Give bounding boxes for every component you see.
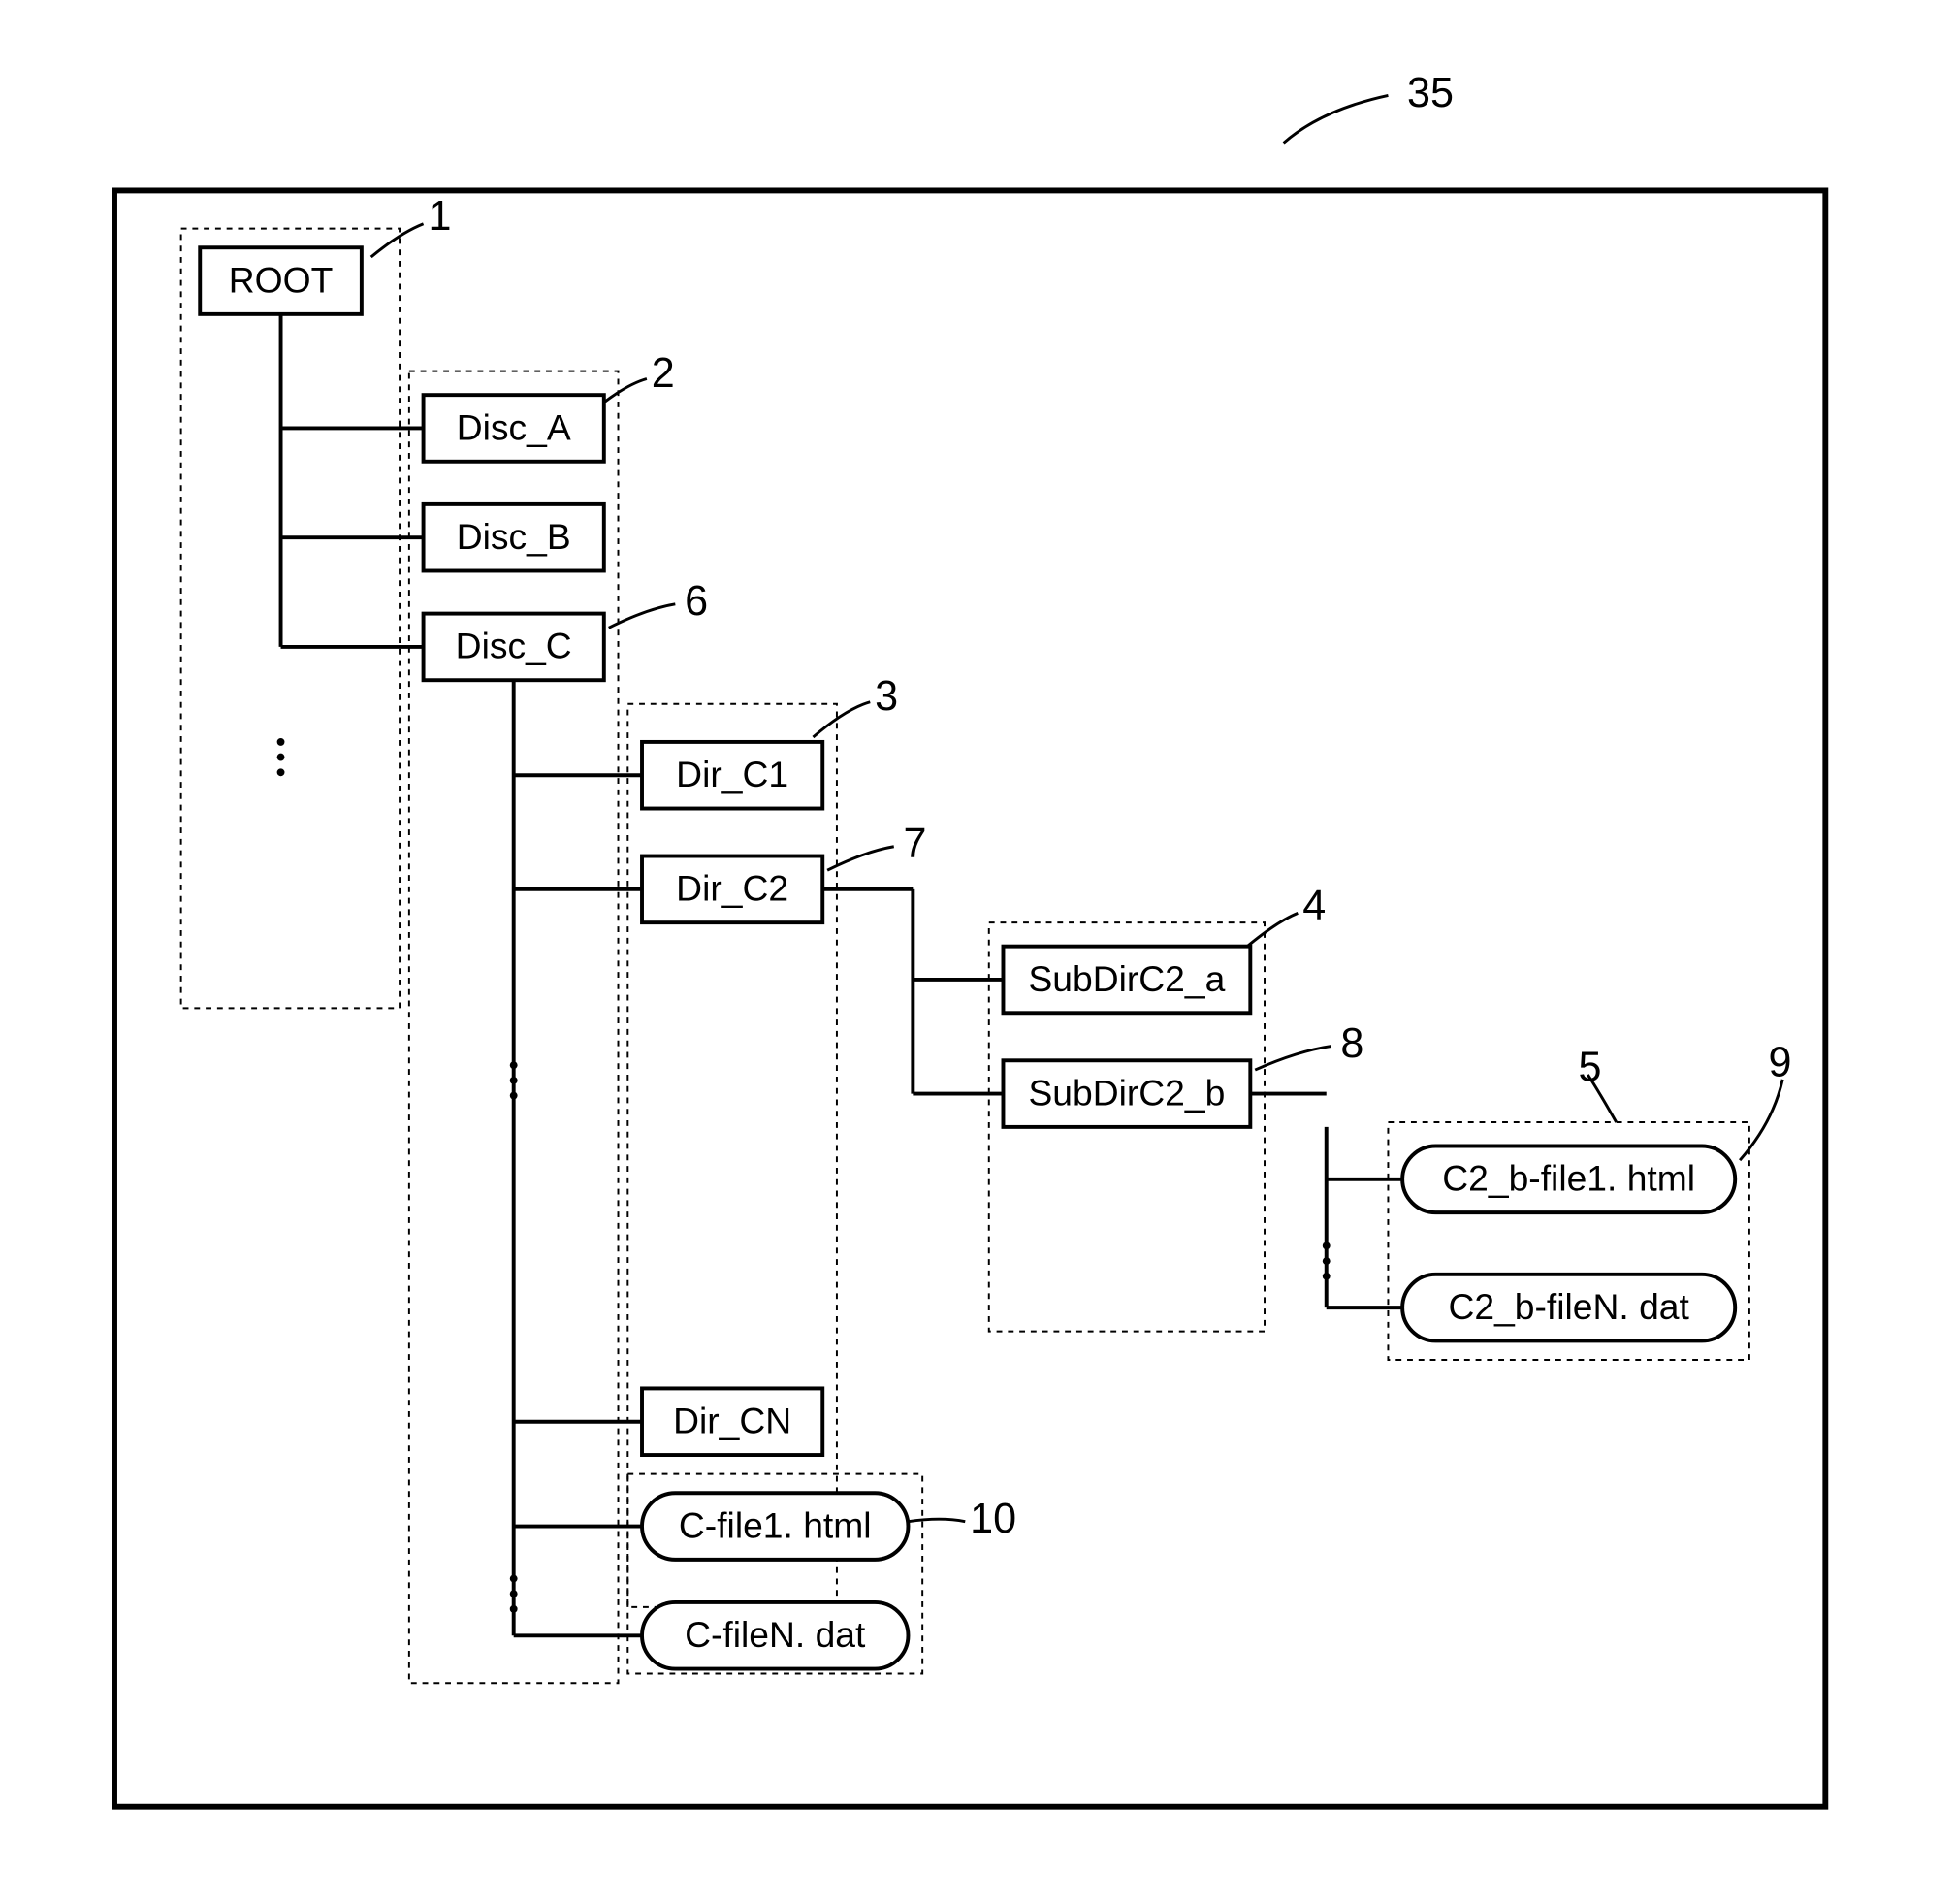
outer-frame: [114, 190, 1825, 1806]
vdots-2: [510, 1575, 518, 1583]
leader-3: [813, 702, 870, 737]
vdots-3: [1323, 1242, 1331, 1249]
label-discC: Disc_C: [456, 626, 572, 666]
vdots-2: [510, 1590, 518, 1597]
vdots-0: [277, 768, 285, 776]
label-f_cN: C-fileN. dat: [685, 1614, 866, 1655]
ref-2: 2: [652, 350, 675, 397]
ref-node-9: 9: [1769, 1040, 1792, 1086]
label-discA: Disc_A: [457, 406, 571, 447]
group-1: [181, 229, 400, 1009]
label-root: ROOT: [229, 259, 334, 300]
vdots-0: [277, 738, 285, 746]
ref-node-7: 7: [904, 821, 927, 867]
vdots-1: [510, 1092, 518, 1100]
label-sub_b: SubDirC2_b: [1028, 1072, 1225, 1113]
leader-node-9: [1740, 1080, 1782, 1160]
label-sub_a: SubDirC2_a: [1028, 958, 1225, 999]
vdots-0: [277, 754, 285, 761]
vdots-3: [1323, 1273, 1331, 1280]
label-dirCN: Dir_CN: [673, 1401, 791, 1441]
leader-10: [908, 1519, 965, 1521]
ref-node-8: 8: [1340, 1020, 1363, 1067]
vdots-1: [510, 1061, 518, 1069]
label-f_c1: C-file1. html: [679, 1504, 872, 1545]
ref-5: 5: [1578, 1044, 1601, 1090]
ref-10: 10: [970, 1496, 1016, 1542]
label-dirC1: Dir_C1: [676, 754, 788, 794]
ref-1: 1: [428, 193, 451, 240]
leader-35: [1284, 95, 1389, 143]
vdots-3: [1323, 1257, 1331, 1265]
label-f_c2bN: C2_b-fileN. dat: [1448, 1286, 1689, 1327]
label-f_c2b1: C2_b-file1. html: [1442, 1158, 1695, 1199]
ref-4: 4: [1302, 883, 1326, 929]
label-dirC2: Dir_C2: [676, 868, 788, 909]
group-3: [627, 704, 837, 1607]
ref-35: 35: [1407, 70, 1454, 116]
ref-3: 3: [875, 673, 898, 720]
vdots-2: [510, 1605, 518, 1613]
tree-diagram: 35 1 2 3 4 5 10 ROOT Disc_A Disc_B Disc_C 6 Dir_C1 Di…: [19, 19, 1937, 1885]
vdots-1: [510, 1077, 518, 1084]
leader-node-8: [1255, 1047, 1331, 1071]
ref-node-6: 6: [685, 578, 708, 625]
label-discB: Disc_B: [457, 516, 571, 557]
